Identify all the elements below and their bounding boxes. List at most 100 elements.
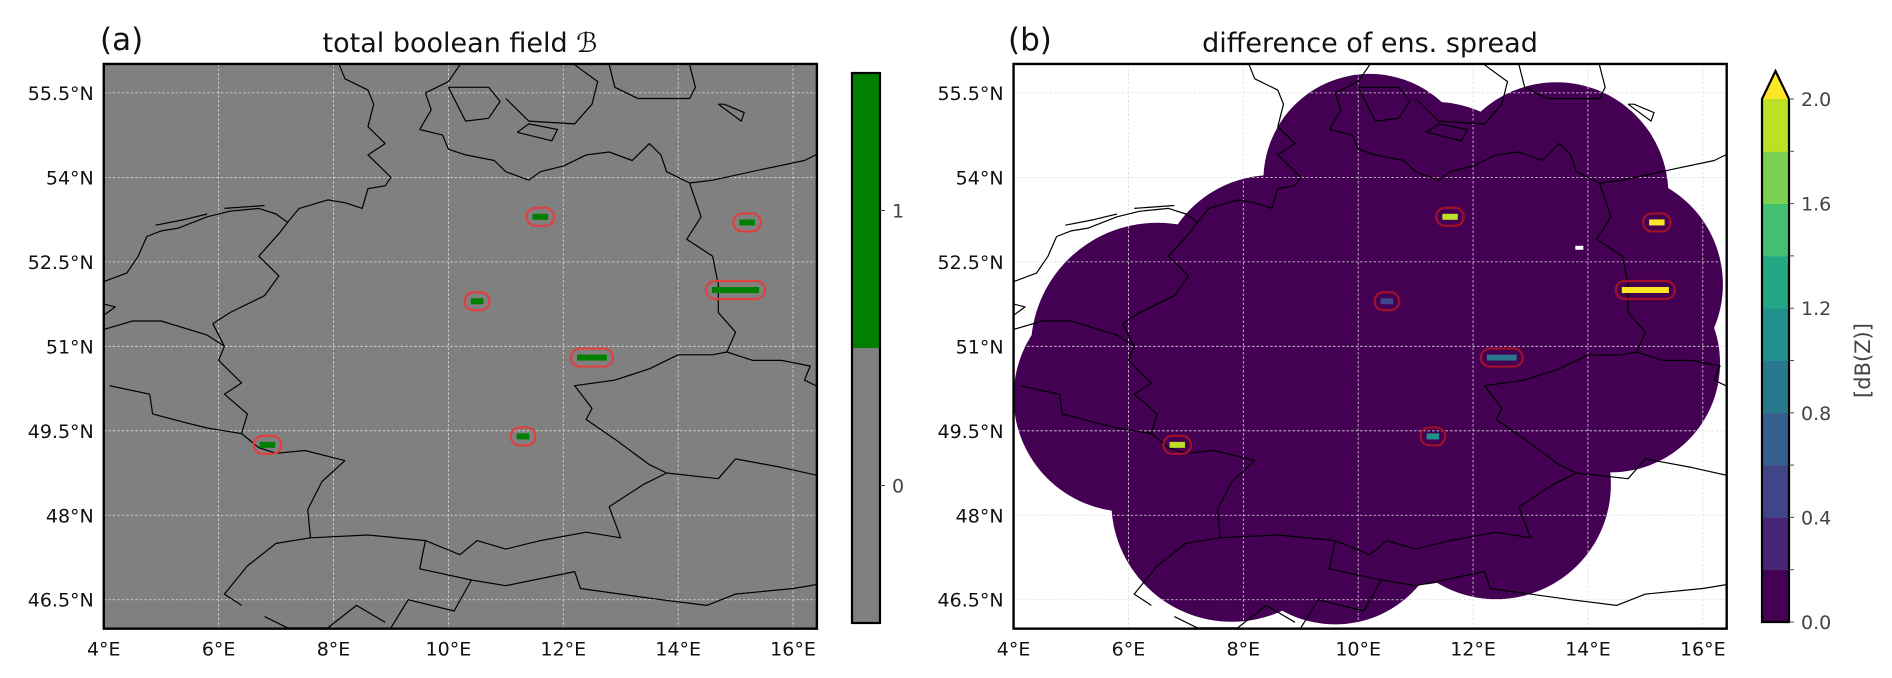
- lon-tick-label: 10°E: [1335, 639, 1381, 661]
- patch: [470, 298, 484, 305]
- panel-a-gridlines: [103, 63, 817, 629]
- lat-tick-label: 55.5°N: [28, 83, 94, 105]
- coastline-border: [419, 128, 817, 184]
- lat-tick-label: 48°N: [956, 505, 1004, 527]
- patch-outline: [704, 279, 767, 301]
- colorbar-segment: [1762, 569, 1789, 623]
- colorbar-tick-label: 1.2: [1801, 298, 1831, 320]
- coastline-border: [1065, 213, 1118, 226]
- lon-tick-label: 14°E: [655, 639, 701, 661]
- lon-tick-label: 6°E: [202, 639, 236, 661]
- coastline-border: [1518, 64, 1606, 100]
- lat-tick-label: 54°N: [46, 167, 94, 189]
- coastline-border: [224, 204, 265, 209]
- panel-b-lat-ticks: 55.5°N 54°N 52.5°N 51°N 49.5°N 48°N 46.5°N: [938, 83, 1004, 612]
- coastline-border: [1300, 540, 1382, 629]
- patch: [1621, 287, 1669, 294]
- colorbar-segment: [1762, 255, 1789, 309]
- coastline-border: [1627, 103, 1655, 122]
- patch-outline: [463, 291, 491, 312]
- coastline-border: [505, 64, 599, 125]
- panel-b-title: difference of ens. spread: [1202, 28, 1538, 59]
- panel-b-frame: [1012, 62, 1728, 630]
- coastline-border: [1636, 351, 1727, 387]
- patch: [516, 433, 530, 440]
- patch: [1380, 298, 1394, 305]
- coastline-border: [103, 303, 116, 316]
- lat-tick-label: 49.5°N: [938, 421, 1004, 443]
- coastline-border: [608, 64, 697, 100]
- panel-b-label: (b): [1008, 22, 1052, 58]
- lat-tick-label: 54°N: [956, 167, 1004, 189]
- colorbar-tick-label: 2.0: [1801, 89, 1831, 111]
- coastline-border: [103, 320, 225, 347]
- patch: [1169, 441, 1186, 448]
- patch: [1486, 354, 1517, 361]
- patch-outline: [1642, 212, 1672, 233]
- coastline-border: [307, 460, 346, 538]
- lon-tick-label: 8°E: [1227, 639, 1261, 661]
- lon-tick-label: 6°E: [1112, 639, 1146, 661]
- no-data-cell: [1575, 245, 1584, 250]
- lat-tick-label: 48°N: [46, 505, 94, 527]
- panel-b-coverage-area: [1013, 73, 1723, 625]
- coastline-border: [1019, 385, 1118, 429]
- lat-tick-label: 46.5°N: [938, 590, 1004, 612]
- coastline-border: [103, 64, 392, 283]
- colorbar-tick-label: 1.6: [1801, 194, 1831, 216]
- panel-a: (a) total boolean field ℬ 55.5°N 54°N 52.5…: [28, 22, 904, 661]
- panel-b-colorbar: 0.0 0.4 0.8 1.2 1.6 2.0 [dB(Z)]: [1760, 68, 1875, 634]
- panel-b-gridlines: [1013, 63, 1727, 629]
- coastline-border: [1415, 64, 1509, 125]
- coastline-border: [419, 64, 461, 130]
- coastline-border: [516, 123, 559, 142]
- coastline-border: [390, 540, 472, 629]
- coastline-border: [1483, 354, 1623, 474]
- panel-b-lon-ticks: 4°E 6°E 8°E 10°E 12°E 14°E 16°E: [997, 639, 1726, 661]
- lon-tick-label: 16°E: [1680, 639, 1726, 661]
- patch: [739, 219, 755, 226]
- coastline-border: [1328, 64, 1371, 130]
- panel-a-boolean-patches: [252, 206, 767, 455]
- coastline-border: [223, 534, 426, 606]
- lat-tick-label: 49.5°N: [28, 421, 94, 443]
- colorbar-tick-label: 0.4: [1801, 507, 1831, 529]
- patch-outline: [252, 434, 283, 455]
- colorbar-segment-0: [852, 348, 880, 623]
- coastline-border: [1013, 303, 1026, 316]
- panel-a-title: total boolean field ℬ: [323, 28, 598, 59]
- lon-tick-label: 4°E: [87, 639, 121, 661]
- coastline-border: [425, 472, 667, 556]
- colorbar-segment: [1762, 203, 1789, 257]
- coastline-border: [212, 222, 289, 347]
- colorbar-segment: [1762, 412, 1789, 466]
- coastline-border: [155, 213, 208, 226]
- patch-outline: [1162, 434, 1193, 455]
- panel-b: (b) difference of ens. spread 55.5°N 54°N…: [938, 22, 1875, 661]
- coastline-border: [1122, 222, 1198, 347]
- colorbar-segment: [1762, 517, 1789, 571]
- lon-tick-label: 8°E: [317, 639, 351, 661]
- coastline-border: [1127, 346, 1158, 434]
- coastline-border: [574, 354, 713, 474]
- coastline-border: [1426, 123, 1468, 142]
- patch: [1649, 219, 1665, 226]
- lon-tick-label: 16°E: [770, 639, 816, 661]
- coastline-border: [666, 458, 817, 480]
- colorbar-tick-label: 1: [892, 201, 904, 223]
- colorbar-segment: [1762, 360, 1789, 414]
- colorbar-segment: [1762, 465, 1789, 518]
- coverage-lobe: [1392, 135, 1623, 366]
- patch-outline: [569, 347, 614, 368]
- lat-tick-label: 52.5°N: [938, 252, 1004, 274]
- colorbar-segment: [1762, 308, 1789, 361]
- coastline-border: [218, 346, 248, 434]
- lat-tick-label: 51°N: [956, 336, 1004, 358]
- lon-tick-label: 4°E: [997, 639, 1031, 661]
- patch: [1442, 213, 1458, 220]
- coastline-border: [1134, 204, 1175, 209]
- colorbar-units-label: [dB(Z)]: [1851, 323, 1875, 398]
- patch-outline: [1373, 291, 1401, 312]
- coastline-border: [1133, 534, 1336, 606]
